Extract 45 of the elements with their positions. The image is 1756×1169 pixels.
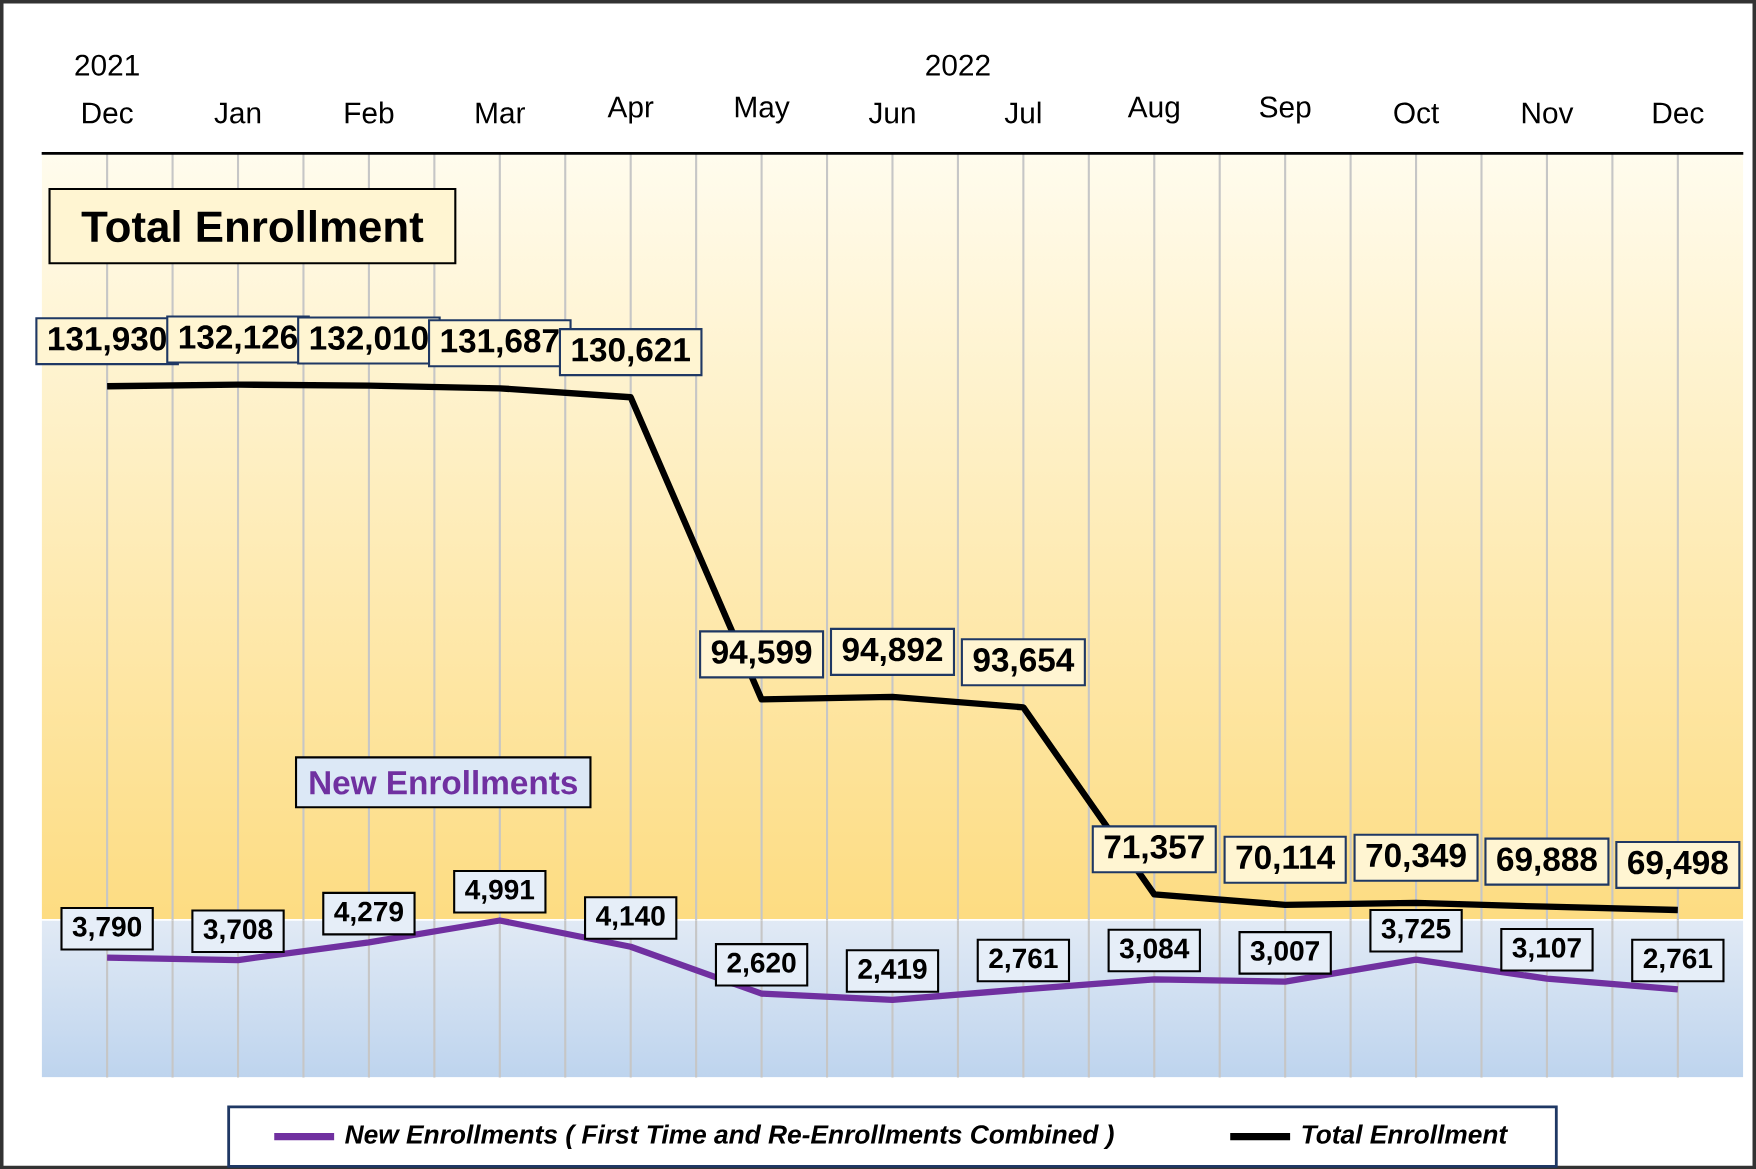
data-label: 4,279 <box>334 901 403 926</box>
x-tick-label: May <box>735 96 790 124</box>
data-label: 130,621 <box>572 337 690 367</box>
text: 2021 <box>75 54 139 76</box>
data-label: 132,126 <box>179 325 298 354</box>
chart-title: New Enrollments <box>310 769 578 795</box>
data-label: 3,790 <box>72 916 142 941</box>
data-label: 4,991 <box>465 879 535 904</box>
data-label: 93,654 <box>973 647 1075 677</box>
data-label: 70,349 <box>1366 843 1466 872</box>
x-tick-label: Aug <box>1127 96 1179 124</box>
x-tick-label: Apr <box>607 96 654 124</box>
chart-title: Total Enrollment <box>81 209 424 243</box>
data-label: 2,761 <box>989 948 1058 973</box>
x-tick-label: Feb <box>345 101 394 124</box>
data-label: 69,888 <box>1497 847 1597 876</box>
x-tick-label: Mar <box>476 102 525 124</box>
data-label: 69,498 <box>1628 850 1728 880</box>
data-label: 3,107 <box>1512 937 1581 962</box>
data-label: 4,140 <box>596 905 665 930</box>
x-tick-label: Jun <box>868 102 915 124</box>
data-label: 70,114 <box>1236 845 1336 874</box>
data-label: 131,930 <box>48 326 166 356</box>
x-tick-label: Jul <box>1004 101 1041 124</box>
x-tick-label: Oct <box>1394 102 1440 124</box>
x-tick-label: Jan <box>214 102 261 124</box>
data-label: 71,357 <box>1104 835 1204 864</box>
data-label: 94,599 <box>711 640 812 669</box>
data-label: 3,708 <box>203 919 273 944</box>
data-label: 2,620 <box>727 952 796 977</box>
data-label: 3,007 <box>1250 940 1320 965</box>
text: 2022 <box>926 54 990 76</box>
data-label: 2,419 <box>858 959 927 983</box>
legend-label: Total Enrollment <box>1302 1124 1509 1144</box>
data-label: 3,084 <box>1119 938 1190 963</box>
data-label: 132,010 <box>310 326 428 355</box>
x-tick-label: Dec <box>1653 102 1704 124</box>
x-tick-label: Nov <box>1522 102 1574 124</box>
x-tick-label: Sep <box>1260 96 1311 124</box>
x-tick-label: Dec <box>83 102 133 124</box>
data-label: 2,761 <box>1643 948 1713 973</box>
data-label: 131,687 <box>441 328 559 358</box>
text: New Enrollments ( First Time and Re-Enrollments Combined ) <box>345 1124 1114 1149</box>
data-label: 3,725 <box>1381 918 1451 943</box>
data-label: 94,892 <box>842 637 943 667</box>
